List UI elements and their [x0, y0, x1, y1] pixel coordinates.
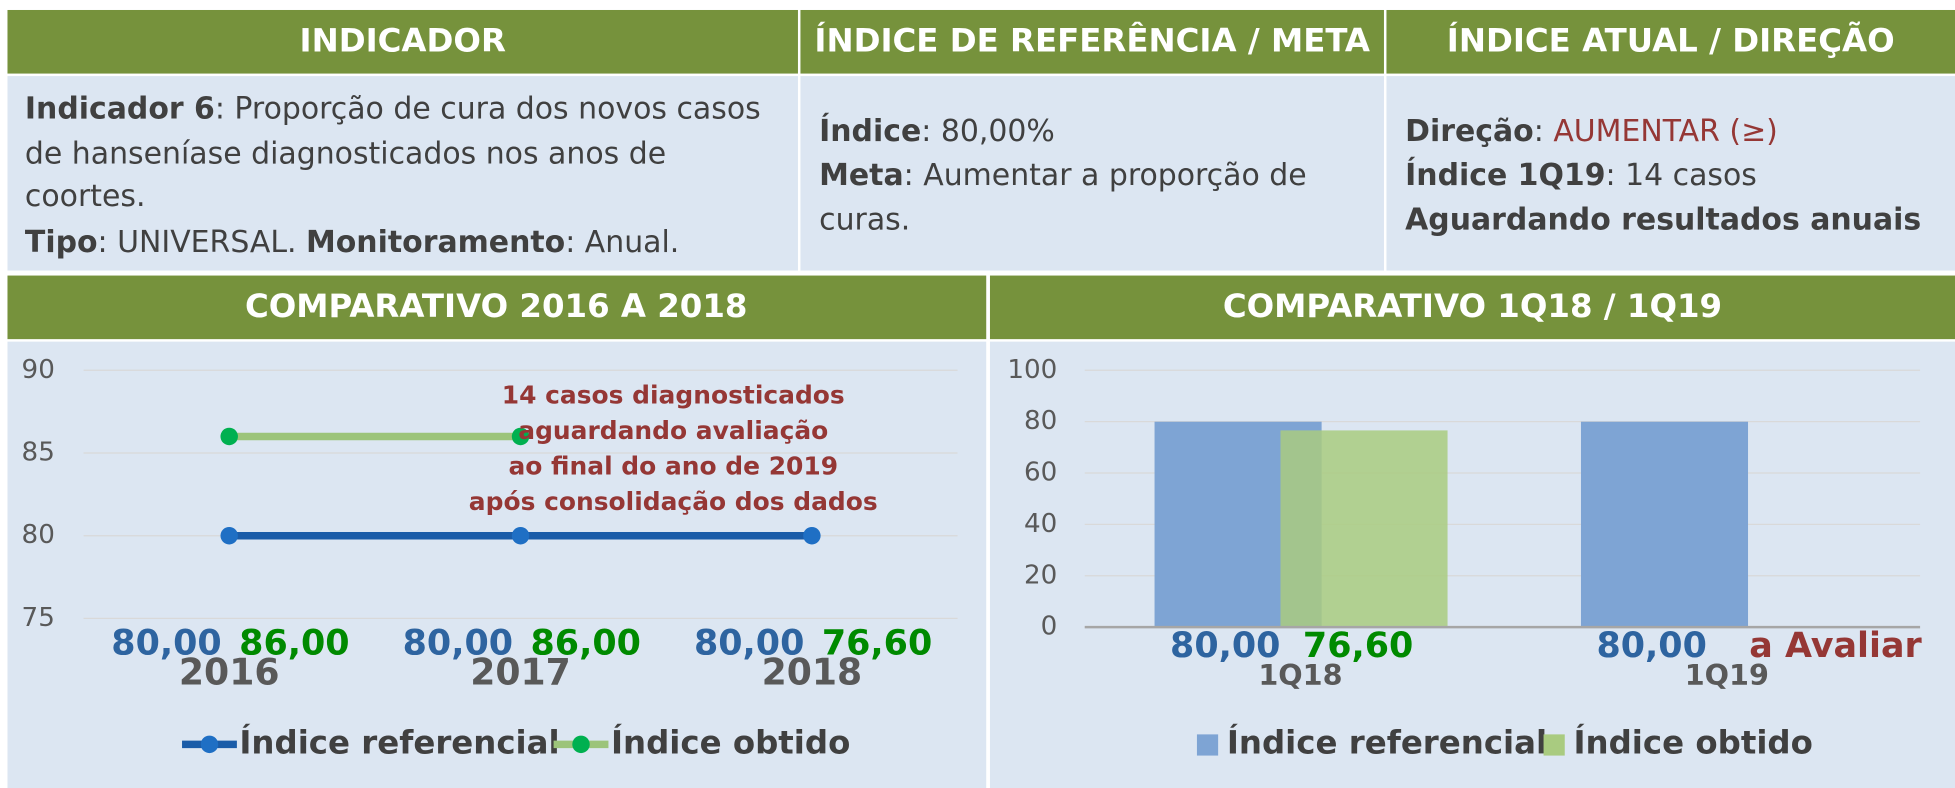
- legend-swatch: [1196, 734, 1219, 756]
- info-label: Aguardando resultados anuais: [1405, 202, 1921, 237]
- info-label: Meta: [819, 157, 904, 192]
- y-tick-label: 40: [1024, 509, 1057, 539]
- info-label: Monitoramento: [306, 225, 565, 260]
- info-line: Indicador 6: Proporção de cura dos novos…: [25, 91, 761, 126]
- info-cell: [7, 76, 798, 271]
- x-tick-label: 2016: [179, 651, 280, 694]
- chart-panel: [989, 341, 1955, 788]
- info-text: curas.: [819, 202, 910, 237]
- data-label: 80,00: [111, 624, 221, 664]
- info-cell: [800, 76, 1384, 271]
- bar: [1280, 430, 1448, 628]
- info-label: Indicador 6: [25, 91, 215, 126]
- header-cell: [800, 9, 1384, 74]
- data-label: 86,00: [531, 624, 641, 664]
- y-tick-label: 60: [1024, 458, 1057, 488]
- chart-title: COMPARATIVO 1Q18 / 1Q19: [1223, 287, 1722, 325]
- info-text: AUMENTAR (≥): [1553, 114, 1778, 149]
- info-line: coortes.: [25, 179, 146, 214]
- x-tick-label: 2018: [762, 651, 863, 694]
- y-tick-label: 80: [1024, 406, 1057, 436]
- bar: [1580, 421, 1749, 628]
- info-text: coortes.: [25, 179, 146, 214]
- y-tick-label: 20: [1024, 560, 1057, 590]
- data-label: 76,60: [1303, 626, 1413, 666]
- info-text: : Aumentar a proporção de: [904, 157, 1307, 192]
- info-line: Índice: 80,00%: [819, 113, 1055, 149]
- info-text: : Anual.: [565, 225, 679, 260]
- info-line: Tipo: UNIVERSAL. Monitoramento: Anual.: [25, 225, 679, 260]
- info-line: Meta: Aumentar a proporção de: [819, 157, 1306, 192]
- data-label: 86,00: [239, 624, 349, 664]
- data-point: [511, 427, 530, 446]
- info-text: : UNIVERSAL.: [98, 225, 306, 260]
- data-label: a Avaliar: [1749, 626, 1922, 666]
- data-point: [220, 526, 238, 545]
- legend-swatch: [1543, 734, 1565, 756]
- info-label: Direção: [1405, 114, 1534, 149]
- legend-label: Índice obtido: [611, 723, 850, 761]
- annotation: aguardando avaliação: [518, 416, 828, 445]
- header-cell: [989, 275, 1955, 340]
- legend-marker: [572, 735, 590, 754]
- data-label: 80,00: [403, 624, 513, 664]
- y-tick-label: 100: [1007, 355, 1057, 385]
- info-cell: [1386, 76, 1955, 271]
- legend-label: Índice obtido: [1573, 723, 1812, 761]
- info-text: : 80,00%: [921, 114, 1055, 149]
- header-cell: [7, 275, 987, 340]
- x-tick-label: 1Q19: [1685, 658, 1769, 692]
- data-point: [803, 526, 821, 545]
- chart-panel: [7, 341, 987, 788]
- data-point: [220, 427, 238, 446]
- legend-label: Índice referencial: [239, 723, 559, 761]
- header-cell: [7, 9, 798, 74]
- legend-label: Índice referencial: [1227, 723, 1547, 761]
- data-label: 80,00: [1596, 626, 1706, 666]
- info-line: Direção: AUMENTAR (≥): [1405, 114, 1778, 149]
- info-text: :: [1534, 114, 1554, 149]
- data-label: 76,60: [822, 624, 932, 664]
- info-line: curas.: [819, 202, 910, 237]
- y-tick-label: 0: [1041, 612, 1058, 642]
- chart-title: COMPARATIVO 2016 A 2018: [245, 287, 747, 325]
- annotation: após consolidação dos dados: [469, 487, 878, 516]
- info-label: Índice 1Q19: [1405, 156, 1605, 192]
- info-text: : Proporção de cura dos novos casos: [215, 91, 761, 126]
- annotation: 14 casos diagnosticados: [502, 380, 845, 409]
- y-tick-label: 75: [22, 603, 55, 633]
- x-tick-label: 1Q18: [1258, 658, 1342, 692]
- x-tick-label: 2017: [470, 651, 571, 694]
- info-text: de hanseníase diagnosticados nos anos de: [25, 136, 666, 171]
- y-tick-label: 85: [22, 438, 55, 468]
- column-header: ÍNDICE ATUAL / DIREÇÃO: [1447, 21, 1895, 59]
- annotation: ao final do ano de 2019: [508, 452, 838, 481]
- y-tick-label: 90: [22, 355, 55, 385]
- info-text: : 14 casos: [1606, 157, 1757, 192]
- data-label: 80,00: [694, 624, 804, 664]
- data-point: [511, 526, 530, 545]
- legend-marker: [200, 735, 219, 754]
- info-label: Tipo: [25, 225, 98, 260]
- column-header: INDICADOR: [300, 21, 506, 59]
- info-line: Aguardando resultados anuais: [1405, 202, 1921, 237]
- info-line: de hanseníase diagnosticados nos anos de: [25, 136, 666, 171]
- y-tick-label: 80: [22, 520, 55, 550]
- data-label: 80,00: [1170, 626, 1280, 666]
- column-header: ÍNDICE DE REFERÊNCIA / META: [814, 21, 1370, 59]
- header-cell: [1386, 9, 1955, 74]
- info-label: Índice: [819, 113, 921, 149]
- info-line: Índice 1Q19: 14 casos: [1405, 156, 1757, 192]
